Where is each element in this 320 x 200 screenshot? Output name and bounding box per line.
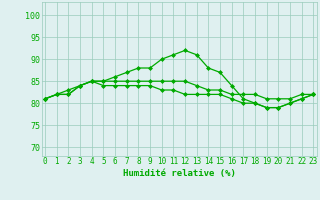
X-axis label: Humidité relative (%): Humidité relative (%) <box>123 169 236 178</box>
